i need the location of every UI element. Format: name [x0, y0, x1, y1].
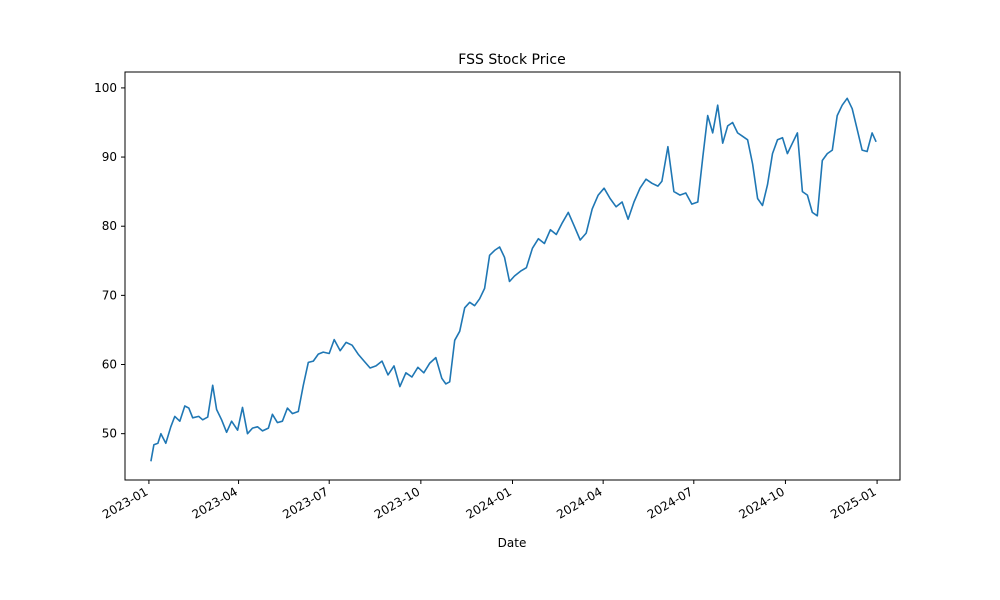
- x-tick-label: 2023-04: [190, 484, 240, 521]
- y-axis: 50 60 70 80 90 100: [94, 81, 125, 441]
- y-tick-label: 80: [102, 219, 117, 233]
- plot-frame: [124, 71, 901, 481]
- x-tick-label: 2023-07: [280, 484, 330, 521]
- x-tick-label: 2023-01: [100, 484, 150, 521]
- x-tick-label: 2024-07: [645, 484, 695, 521]
- y-tick-label: 50: [102, 427, 117, 441]
- x-tick-label: 2024-01: [464, 484, 514, 521]
- y-tick-label: 70: [102, 288, 117, 302]
- x-tick-label: 2024-04: [554, 484, 604, 521]
- chart-title: FSS Stock Price: [458, 52, 565, 68]
- x-axis-label: Date: [498, 536, 527, 550]
- x-tick-label: 2023-10: [372, 484, 422, 521]
- x-tick-label: 2025-01: [828, 484, 878, 521]
- x-tick-label: 2024-10: [737, 484, 787, 521]
- y-tick-label: 60: [102, 358, 117, 372]
- price-series-line-0: [150, 97, 877, 462]
- y-tick-label: 100: [94, 81, 117, 95]
- x-axis: 2023-01 2023-04 2023-07 2023-10 2024-01 2024-…: [100, 480, 879, 522]
- plot-area: [150, 97, 877, 462]
- y-tick-label: 90: [102, 150, 117, 164]
